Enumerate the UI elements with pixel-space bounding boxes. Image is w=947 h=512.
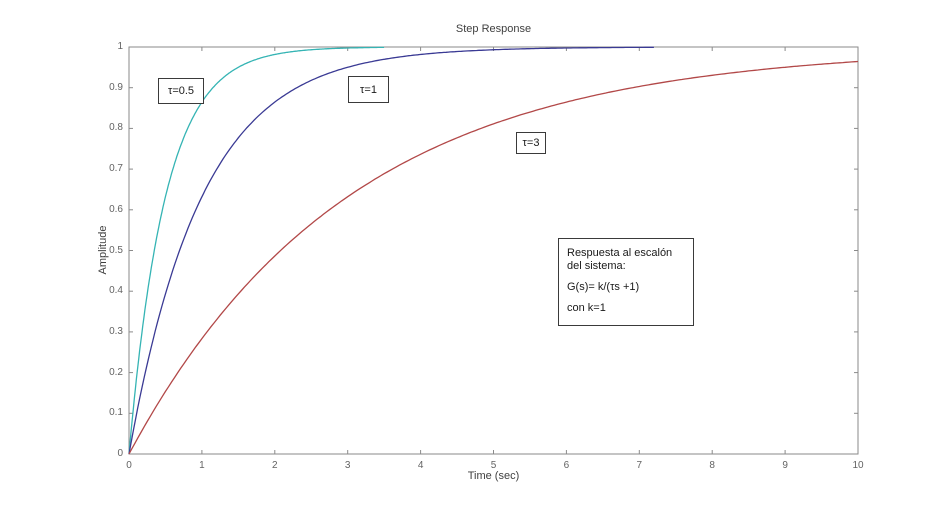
curve-tau=0.5 <box>128 46 385 455</box>
note-line-3: con k=1 <box>567 302 606 314</box>
note-gap <box>567 273 685 281</box>
curve-label-tau-3-text: τ=3 <box>522 137 540 149</box>
x-tick-label: 10 <box>852 460 864 471</box>
y-tick-label: 0.2 <box>109 366 123 378</box>
curve-label-tau-1: τ=1 <box>348 76 389 103</box>
curve-label-tau-1-text: τ=1 <box>360 83 377 96</box>
y-tick-label: 0 <box>117 448 123 459</box>
y-tick-label: 0.6 <box>109 203 123 215</box>
note-line-1: Respuesta al escalón del sistema: <box>567 247 673 272</box>
x-tick-label: 4 <box>417 460 424 471</box>
y-tick-label: 0.9 <box>109 81 123 93</box>
x-tick-label: 7 <box>636 460 643 471</box>
y-tick-label: 0.8 <box>109 122 123 134</box>
y-tick-label: 0.5 <box>109 244 123 256</box>
x-axis-label: Time (sec) <box>467 470 520 482</box>
x-tick-label: 9 <box>782 460 788 471</box>
note-textbox: Respuesta al escalón del sistema: G(s)= … <box>558 238 694 326</box>
x-tick-label: 6 <box>563 460 570 471</box>
curve-label-tau-3: τ=3 <box>516 132 546 154</box>
x-tick-label: 0 <box>126 460 132 471</box>
curve-label-tau-0.5-text: τ=0.5 <box>167 85 195 97</box>
x-tick-label: 8 <box>709 460 715 471</box>
chart-title: Step Response <box>455 23 532 35</box>
y-tick-label: 0.3 <box>109 325 123 337</box>
y-tick-label: 0.4 <box>109 285 123 297</box>
curve-tau=3 <box>128 60 859 455</box>
curve-tau=1 <box>128 46 654 455</box>
x-tick-label: 5 <box>490 460 497 471</box>
x-tick-label: 2 <box>272 460 278 471</box>
y-tick-label: 0.1 <box>109 407 123 419</box>
axes-box <box>128 46 859 455</box>
y-tick-label: 1 <box>117 41 123 52</box>
note-gap <box>567 294 685 302</box>
x-tick-label: 3 <box>344 460 351 471</box>
y-tick-label: 0.7 <box>109 163 123 175</box>
curve-label-tau-0.5: τ=0.5 <box>158 78 204 104</box>
note-line-2: G(s)= k/(τs +1) <box>567 281 640 293</box>
x-tick-label: 1 <box>199 460 205 471</box>
